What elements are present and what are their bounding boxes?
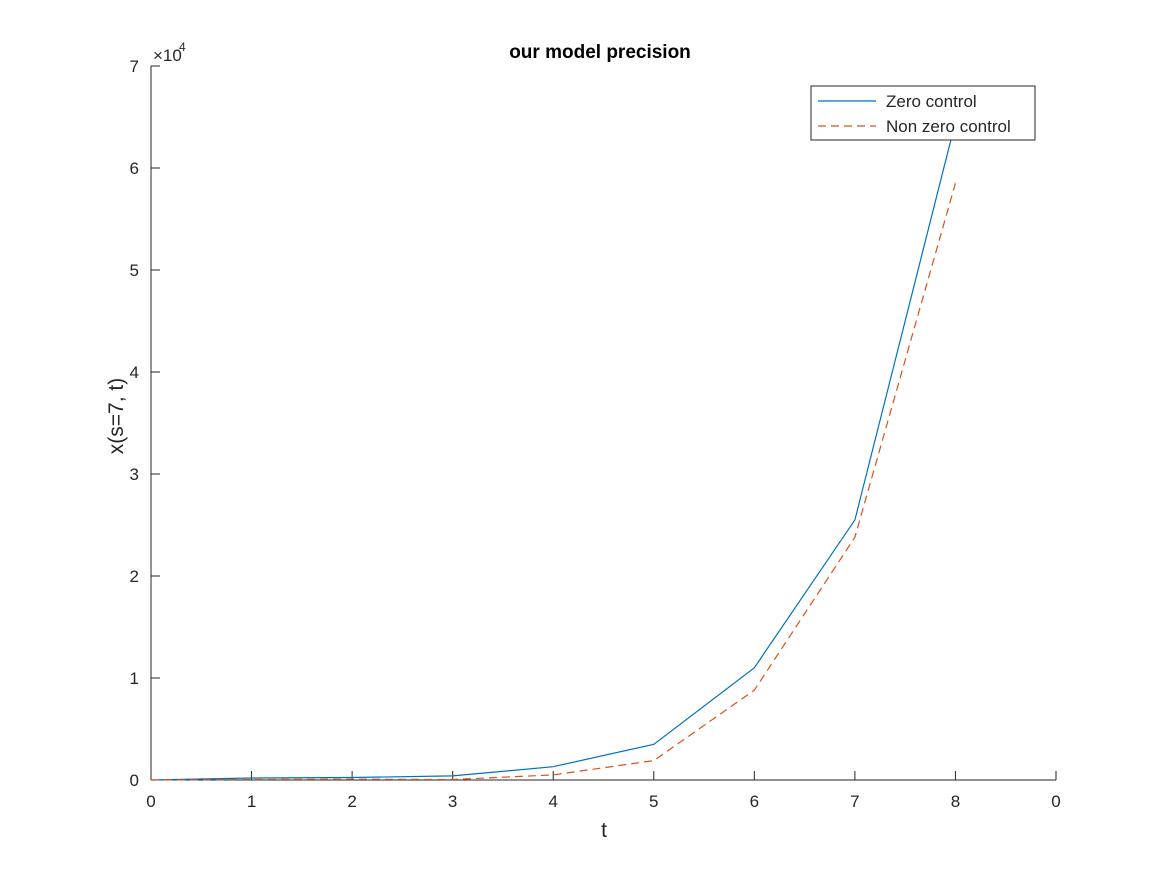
legend-label-non-zero-control: Non zero control: [886, 117, 1011, 136]
y-axis-ticks: 0 1 2 3 4 5 6 7: [130, 57, 160, 790]
x-tick-label: 8: [951, 792, 960, 811]
series-line-zero-control: [150, 121, 956, 781]
y-tick-label: 2: [130, 567, 139, 586]
chart-title: our model precision: [509, 42, 691, 63]
x-axis-label: t: [601, 819, 607, 842]
legend-label-zero-control: Zero control: [886, 92, 977, 111]
legend-box: [810, 85, 1036, 141]
y-axis-label: x(s=7, t): [105, 378, 128, 454]
x-tick-label: 2: [347, 792, 356, 811]
x-axis-ticks: 0 1 2 3 4 5 6 7 8 0: [146, 771, 1061, 811]
x-tick-label: 6: [750, 792, 759, 811]
y-tick-label: 1: [130, 669, 139, 688]
y-tick-label: 5: [130, 261, 139, 280]
plot-area: 0 1 2 3 4 5 6 7 8 0 0 1 2 3 4 5 6 7: [130, 57, 1061, 811]
series-line-non-zero-control: [150, 183, 956, 781]
y-axis-exponent-base: ×10: [153, 46, 182, 65]
legend: Zero control Non zero control: [810, 85, 1036, 141]
y-tick-label: 4: [130, 363, 139, 382]
x-tick-label: 0: [146, 792, 155, 811]
x-tick-label: 3: [448, 792, 457, 811]
x-tick-label: 0: [1051, 792, 1060, 811]
x-tick-label: 1: [247, 792, 256, 811]
x-tick-label: 4: [548, 792, 557, 811]
series-layer: [150, 121, 956, 781]
y-tick-label: 7: [130, 57, 139, 76]
x-tick-label: 5: [649, 792, 658, 811]
y-axis-exponent: ×10 4: [153, 40, 186, 65]
x-tick-label: 7: [850, 792, 859, 811]
axes-lines: [150, 66, 1056, 781]
y-axis-exponent-power: 4: [179, 40, 186, 54]
y-tick-label: 0: [130, 771, 139, 790]
y-tick-label: 6: [130, 159, 139, 178]
y-tick-label: 3: [130, 465, 139, 484]
